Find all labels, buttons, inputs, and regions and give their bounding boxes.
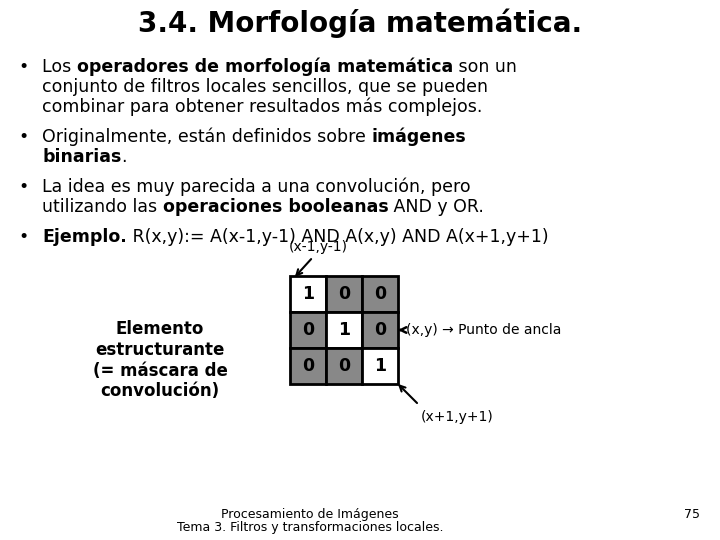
Text: 0: 0 <box>302 321 314 339</box>
Text: 0: 0 <box>338 285 350 303</box>
Text: Elemento
estructurante
(= máscara de
convolución): Elemento estructurante (= máscara de con… <box>93 320 228 400</box>
Text: (x,y) → Punto de ancla: (x,y) → Punto de ancla <box>400 323 562 337</box>
Text: Ejemplo.: Ejemplo. <box>42 228 127 246</box>
Text: Procesamiento de Imágenes: Procesamiento de Imágenes <box>221 508 399 521</box>
Text: son un: son un <box>453 58 517 76</box>
Text: 3.4. Morfología matemática.: 3.4. Morfología matemática. <box>138 8 582 37</box>
Text: combinar para obtener resultados más complejos.: combinar para obtener resultados más com… <box>42 98 482 117</box>
Text: R(x,y):= A(x-1,y-1) AND A(x,y) AND A(x+1,y+1): R(x,y):= A(x-1,y-1) AND A(x,y) AND A(x+1… <box>127 228 549 246</box>
Bar <box>290 312 326 348</box>
Text: imágenes: imágenes <box>372 128 466 146</box>
Text: Tema 3. Filtros y transformaciones locales.: Tema 3. Filtros y transformaciones local… <box>176 521 444 534</box>
Text: AND y OR.: AND y OR. <box>388 198 485 216</box>
Text: (x+1,y+1): (x+1,y+1) <box>421 410 494 424</box>
Text: utilizando las: utilizando las <box>42 198 163 216</box>
Text: (x-1,y-1): (x-1,y-1) <box>289 240 348 254</box>
Bar <box>362 276 398 312</box>
Text: 0: 0 <box>374 285 386 303</box>
Text: 1: 1 <box>338 321 350 339</box>
Bar <box>362 312 398 348</box>
Text: binarias: binarias <box>42 148 122 166</box>
Bar <box>326 312 362 348</box>
Text: 1: 1 <box>302 285 314 303</box>
Text: conjunto de filtros locales sencillos, que se pueden: conjunto de filtros locales sencillos, q… <box>42 78 488 96</box>
Text: 0: 0 <box>374 321 386 339</box>
Bar <box>290 348 326 384</box>
Bar <box>290 276 326 312</box>
Text: .: . <box>122 148 127 166</box>
Bar <box>326 348 362 384</box>
Text: 75: 75 <box>684 508 700 521</box>
Text: •: • <box>18 58 28 76</box>
Text: 1: 1 <box>374 357 386 375</box>
Text: •: • <box>18 128 28 146</box>
Text: 0: 0 <box>338 357 350 375</box>
Bar <box>362 348 398 384</box>
Bar <box>326 276 362 312</box>
Text: La idea es muy parecida a una convolución, pero: La idea es muy parecida a una convolució… <box>42 178 471 197</box>
Text: Los: Los <box>42 58 77 76</box>
Text: •: • <box>18 228 28 246</box>
Text: Originalmente, están definidos sobre: Originalmente, están definidos sobre <box>42 128 372 146</box>
Text: •: • <box>18 178 28 196</box>
Text: 0: 0 <box>302 357 314 375</box>
Text: operaciones booleanas: operaciones booleanas <box>163 198 388 216</box>
Text: operadores de morfología matemática: operadores de morfología matemática <box>77 58 453 77</box>
